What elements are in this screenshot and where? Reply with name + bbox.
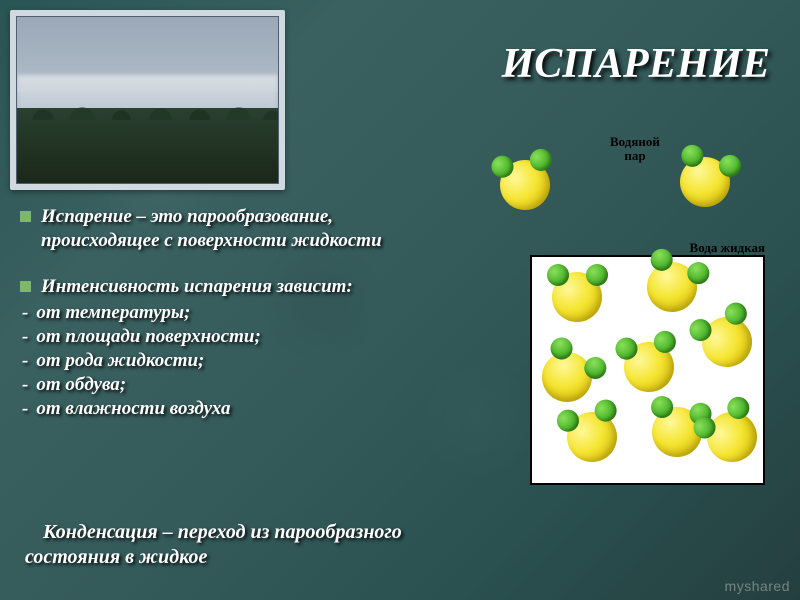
hydrogen-atom: [547, 264, 569, 286]
photo-trees: [17, 108, 278, 183]
water-molecule: [620, 338, 678, 396]
factors-list: -от температуры;-от площади поверхности;…: [20, 302, 420, 420]
factor-text: от температуры;: [36, 302, 190, 324]
term-evaporation: Испарение: [41, 206, 132, 227]
factor-item: -от рода жидкости;: [22, 350, 420, 372]
dash-marker: -: [22, 398, 28, 420]
factor-item: -от площади поверхности;: [22, 326, 420, 348]
dash-marker: -: [22, 350, 28, 372]
bullet-list: Испарение – это парообразование, происхо…: [20, 205, 420, 422]
bullet-definition: Испарение – это парообразование, происхо…: [20, 205, 420, 253]
water-molecule: [640, 255, 704, 319]
watermark: myshared: [725, 578, 790, 594]
liquid-label: Вода жидкая: [690, 240, 765, 256]
landscape-photo: [10, 10, 285, 190]
factor-text: от влажности воздуха: [36, 398, 230, 420]
water-molecule: [533, 343, 601, 411]
factor-text: от площади поверхности;: [36, 326, 260, 348]
water-molecule: [694, 309, 760, 375]
photo-inner: [16, 16, 279, 184]
water-molecule: [496, 156, 554, 214]
vapor-diagram: Водянойпар: [470, 135, 770, 235]
vapor-label: Водянойпар: [610, 135, 660, 162]
factor-item: -от влажности воздуха: [22, 398, 420, 420]
slide-root: ИСПАРЕНИЕ Испарение – это парообразовани…: [0, 0, 800, 600]
factors-lead: Интенсивность испарения зависит:: [41, 275, 353, 299]
bullet-marker: [20, 211, 31, 222]
slide-title: ИСПАРЕНИЕ: [502, 40, 770, 88]
water-molecule: [552, 272, 602, 322]
water-molecule: [674, 151, 735, 212]
factor-text: от обдува;: [36, 374, 126, 396]
bullet-factors: Интенсивность испарения зависит:: [20, 275, 420, 299]
conclusion: Конденсация – переход из парообразного с…: [25, 520, 455, 570]
bullet-marker: [20, 281, 31, 292]
dash-marker: -: [22, 374, 28, 396]
water-molecule: [561, 406, 622, 467]
factor-item: -от обдува;: [22, 374, 420, 396]
hydrogen-atom: [586, 264, 608, 286]
dash-marker: -: [22, 302, 28, 324]
term-condensation: Конденсация: [43, 521, 158, 543]
liquid-diagram: [530, 255, 765, 485]
spacer: [20, 257, 420, 275]
factor-text: от рода жидкости;: [36, 350, 204, 372]
bullet-text: Испарение – это парообразование, происхо…: [41, 205, 420, 253]
factor-item: -от температуры;: [22, 302, 420, 324]
dash-marker: -: [22, 326, 28, 348]
